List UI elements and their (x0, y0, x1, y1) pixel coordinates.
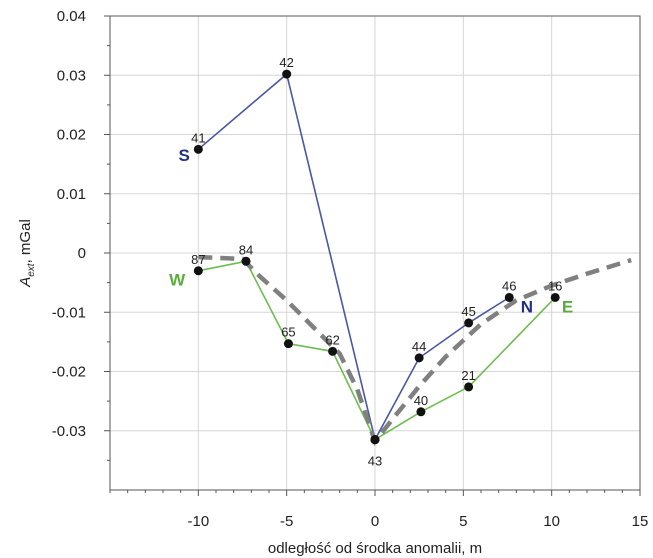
x-tick-label: -5 (280, 513, 293, 530)
data-point-we (464, 382, 474, 392)
series-line-we (198, 260, 556, 441)
data-point-we (241, 256, 251, 266)
data-point-we (416, 407, 426, 417)
point-label: 87 (191, 252, 205, 267)
data-point-sn (282, 69, 292, 79)
point-label: 43 (368, 454, 382, 469)
point-labels: 41 42 43 44 45 46 87 84 65 62 40 21 16 (191, 55, 562, 469)
data-points (193, 69, 560, 445)
data-point-we (550, 292, 560, 302)
point-label: 40 (414, 393, 428, 408)
point-label: 44 (412, 339, 426, 354)
grid-lines (110, 15, 641, 490)
y-axis: 0.04 0.03 0.02 0.01 0 -0.01 -0.02 -0.03 (52, 8, 110, 461)
direction-label: W (169, 271, 186, 290)
data-point-we (193, 266, 203, 276)
point-label: 62 (325, 332, 339, 347)
data-point-we (283, 339, 293, 349)
point-label: 42 (279, 55, 293, 70)
series-line-sn (197, 72, 510, 442)
point-label: 45 (461, 304, 475, 319)
data-point-sn (414, 353, 424, 363)
data-point-sn (464, 318, 474, 328)
x-tick-label: -10 (187, 513, 209, 530)
x-axis: -10 -5 0 5 10 15 (109, 490, 649, 530)
point-label: 21 (461, 368, 475, 383)
direction-labels: S N W E (169, 146, 573, 316)
y-axis-label: Aext, mGal (17, 219, 37, 288)
x-tick-label: 15 (632, 513, 649, 530)
data-point-sn (193, 144, 203, 154)
x-tick-label: 0 (371, 513, 379, 530)
y-axis-label-subscript: ext (26, 262, 37, 277)
series-lines (197, 72, 632, 447)
y-tick-label: -0.03 (52, 423, 86, 440)
point-label: 16 (548, 278, 562, 293)
point-label: 46 (502, 278, 516, 293)
y-tick-label: 0.02 (57, 127, 86, 144)
direction-label: E (562, 297, 573, 316)
y-tick-label: 0.01 (57, 186, 86, 203)
direction-label: N (521, 297, 533, 316)
y-axis-label-unit: mGal (17, 219, 34, 255)
y-axis-label-main: A (17, 277, 34, 288)
y-tick-label: 0 (78, 245, 86, 262)
data-point-we (328, 346, 338, 356)
y-tick-label: -0.01 (52, 304, 86, 321)
data-point-apex (370, 435, 380, 445)
x-tick-label: 5 (459, 513, 467, 530)
point-label: 41 (191, 130, 205, 145)
y-tick-label: 0.03 (57, 67, 86, 84)
point-label: 65 (281, 325, 295, 340)
y-tick-label: 0.04 (57, 8, 86, 25)
x-axis-label: odległość od środka anomalii, m (268, 540, 482, 557)
data-point-sn (504, 292, 514, 302)
point-label: 84 (239, 242, 253, 257)
x-tick-label: 10 (543, 513, 560, 530)
y-tick-label: -0.02 (52, 364, 86, 381)
series-line-model (198, 254, 632, 447)
direction-label: S (179, 146, 190, 165)
